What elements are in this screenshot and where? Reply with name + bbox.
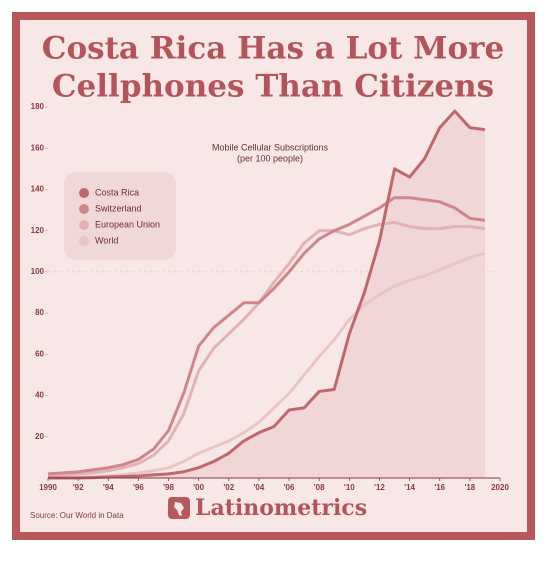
x-tick-label: '16 (434, 483, 445, 492)
x-tick-label: '94 (103, 483, 114, 492)
source: Source: Our World in Data (30, 511, 124, 520)
y-tick-label: 100 (31, 267, 45, 276)
x-tick-label: '96 (133, 483, 144, 492)
line (48, 109, 486, 480)
x-tick-label: '06 (284, 483, 295, 492)
brand: Latinometrics (195, 495, 367, 521)
x-tick-label: '10 (344, 483, 355, 492)
legend-marker (79, 220, 89, 230)
y-tick-label: 40 (35, 391, 44, 400)
legend-box (64, 172, 176, 260)
line (47, 251, 486, 480)
legend-marker (79, 188, 89, 198)
y-tick-label: 120 (31, 226, 45, 235)
y-tick-label: 180 (31, 102, 45, 111)
line (47, 196, 486, 476)
x-tick-label: 1990 (39, 483, 57, 492)
y-tick-label: 160 (31, 143, 45, 152)
brand-logo-map (174, 502, 184, 516)
x-tick-label: '02 (223, 483, 234, 492)
legend-label: Switzerland (95, 203, 142, 213)
y-tick-label: 140 (31, 185, 45, 194)
x-tick-label: '98 (163, 483, 174, 492)
x-tick-label: '08 (314, 483, 325, 492)
annotation: Mobile Cellular Subscriptions (212, 142, 329, 152)
area (48, 111, 485, 478)
y-tick-label: 80 (35, 308, 44, 317)
legend-label: Costa Rica (95, 187, 139, 197)
x-tick-label: '04 (254, 483, 265, 492)
x-tick-label: '12 (374, 483, 385, 492)
legend-marker (79, 204, 89, 214)
legend-marker (79, 236, 89, 246)
x-tick-label: '00 (193, 483, 204, 492)
x-tick-label: '14 (404, 483, 415, 492)
x-tick-label: '92 (73, 483, 84, 492)
line (47, 220, 486, 478)
chart-title: Costa Rica Has a Lot More (42, 31, 504, 67)
legend-label: European Union (95, 219, 160, 229)
y-tick-label: 20 (35, 432, 44, 441)
y-tick-label: 60 (35, 349, 44, 358)
legend-label: World (95, 235, 118, 245)
chart-title: Cellphones Than Citizens (52, 69, 494, 105)
x-tick-label: '18 (464, 483, 475, 492)
annotation: (per 100 people) (237, 153, 303, 163)
x-tick-label: 2020 (491, 483, 509, 492)
